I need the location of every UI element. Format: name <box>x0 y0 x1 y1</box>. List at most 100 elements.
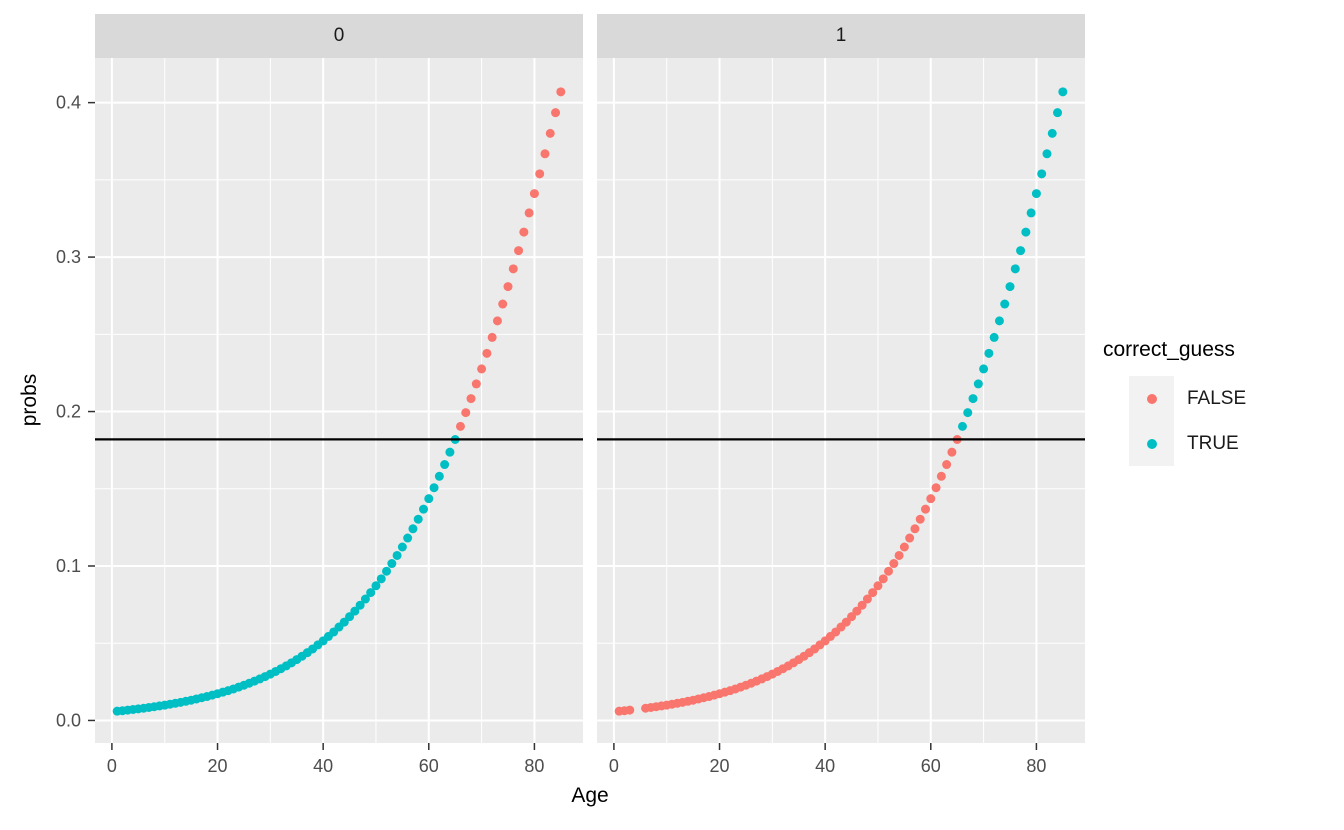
legend-keys: FALSE TRUE <box>1129 376 1246 466</box>
y-tick-label: 0.2 <box>56 402 81 422</box>
data-point <box>1000 299 1010 309</box>
data-point <box>868 588 878 598</box>
legend-key-box <box>1129 376 1174 421</box>
x-tick-label: 0 <box>107 756 117 776</box>
data-point <box>366 588 376 598</box>
data-point <box>968 394 978 404</box>
data-point <box>360 594 370 604</box>
legend-entry-true: TRUE <box>1129 421 1246 466</box>
data-point <box>529 189 539 199</box>
data-point <box>942 460 952 470</box>
data-point <box>392 550 402 560</box>
x-tick-label: 60 <box>419 756 439 776</box>
data-point <box>408 524 418 534</box>
data-point <box>947 447 957 457</box>
data-point <box>382 566 392 576</box>
data-point <box>355 600 365 610</box>
data-point <box>1005 282 1015 292</box>
data-point <box>535 169 545 179</box>
data-point <box>905 533 915 543</box>
data-point <box>466 394 476 404</box>
data-point <box>625 705 635 715</box>
data-point <box>1026 208 1036 218</box>
data-point <box>899 542 909 552</box>
legend-swatch-dot <box>1146 393 1157 404</box>
data-point <box>1058 87 1068 97</box>
panel-0 <box>95 58 583 743</box>
data-point <box>973 379 983 389</box>
x-tick-label: 60 <box>921 756 941 776</box>
data-point <box>1047 128 1057 138</box>
data-point <box>471 379 481 389</box>
data-point <box>873 581 883 591</box>
data-point <box>878 574 888 584</box>
data-point <box>397 542 407 552</box>
x-tick-label: 20 <box>208 756 228 776</box>
legend: correct_guess FALSE TRUE <box>1103 338 1246 466</box>
data-point <box>936 471 946 481</box>
x-tick-label: 40 <box>313 756 333 776</box>
data-point <box>477 364 487 374</box>
x-tick-label: 0 <box>609 756 619 776</box>
data-point <box>387 559 397 569</box>
data-point <box>910 524 920 534</box>
data-point <box>540 149 550 159</box>
data-point <box>503 282 513 292</box>
x-tick-label: 80 <box>524 756 544 776</box>
data-point <box>957 421 967 431</box>
data-point <box>979 364 989 374</box>
data-point <box>487 332 497 342</box>
legend-entry-false: FALSE <box>1129 376 1246 421</box>
data-point <box>921 504 931 514</box>
data-point <box>482 348 492 358</box>
data-point <box>1016 246 1026 256</box>
data-point <box>1031 189 1041 199</box>
x-tick-label: 40 <box>815 756 835 776</box>
data-point <box>994 316 1004 326</box>
data-point <box>1042 149 1052 159</box>
data-point <box>434 471 444 481</box>
facet-strip-1-label: 1 <box>835 25 847 46</box>
data-point <box>852 606 862 616</box>
data-point <box>455 421 465 431</box>
data-point <box>989 332 999 342</box>
legend-key-box <box>1129 421 1174 466</box>
data-point <box>524 208 534 218</box>
data-point <box>884 566 894 576</box>
data-point <box>894 550 904 560</box>
data-point <box>461 408 471 418</box>
panel-1 <box>597 58 1085 743</box>
data-point <box>424 494 434 504</box>
data-point <box>862 594 872 604</box>
data-point <box>857 600 867 610</box>
data-point <box>350 606 360 616</box>
facet-strip-0: 0 <box>95 14 583 58</box>
legend-title: correct_guess <box>1103 338 1235 361</box>
y-axis-title: probs <box>18 373 41 427</box>
data-point <box>545 128 555 138</box>
data-point <box>915 514 925 524</box>
legend-entry-true-label: TRUE <box>1187 432 1239 454</box>
y-tick-label: 0.3 <box>56 247 81 267</box>
x-tick-label: 80 <box>1026 756 1046 776</box>
legend-entry-false-label: FALSE <box>1187 387 1247 409</box>
y-tick-label: 0.1 <box>56 556 81 576</box>
facet-strip-1: 1 <box>597 14 1085 58</box>
data-point <box>376 574 386 584</box>
data-point <box>498 299 508 309</box>
data-point <box>889 559 899 569</box>
data-point <box>1053 108 1063 118</box>
data-point <box>508 264 518 274</box>
facet-strip-0-label: 0 <box>333 25 345 46</box>
data-point <box>556 87 566 97</box>
data-point <box>413 514 423 524</box>
data-point <box>1021 227 1031 237</box>
data-point <box>403 533 413 543</box>
data-point <box>519 227 529 237</box>
data-point <box>371 581 381 591</box>
data-point <box>963 408 973 418</box>
data-point <box>926 494 936 504</box>
data-point <box>492 316 502 326</box>
